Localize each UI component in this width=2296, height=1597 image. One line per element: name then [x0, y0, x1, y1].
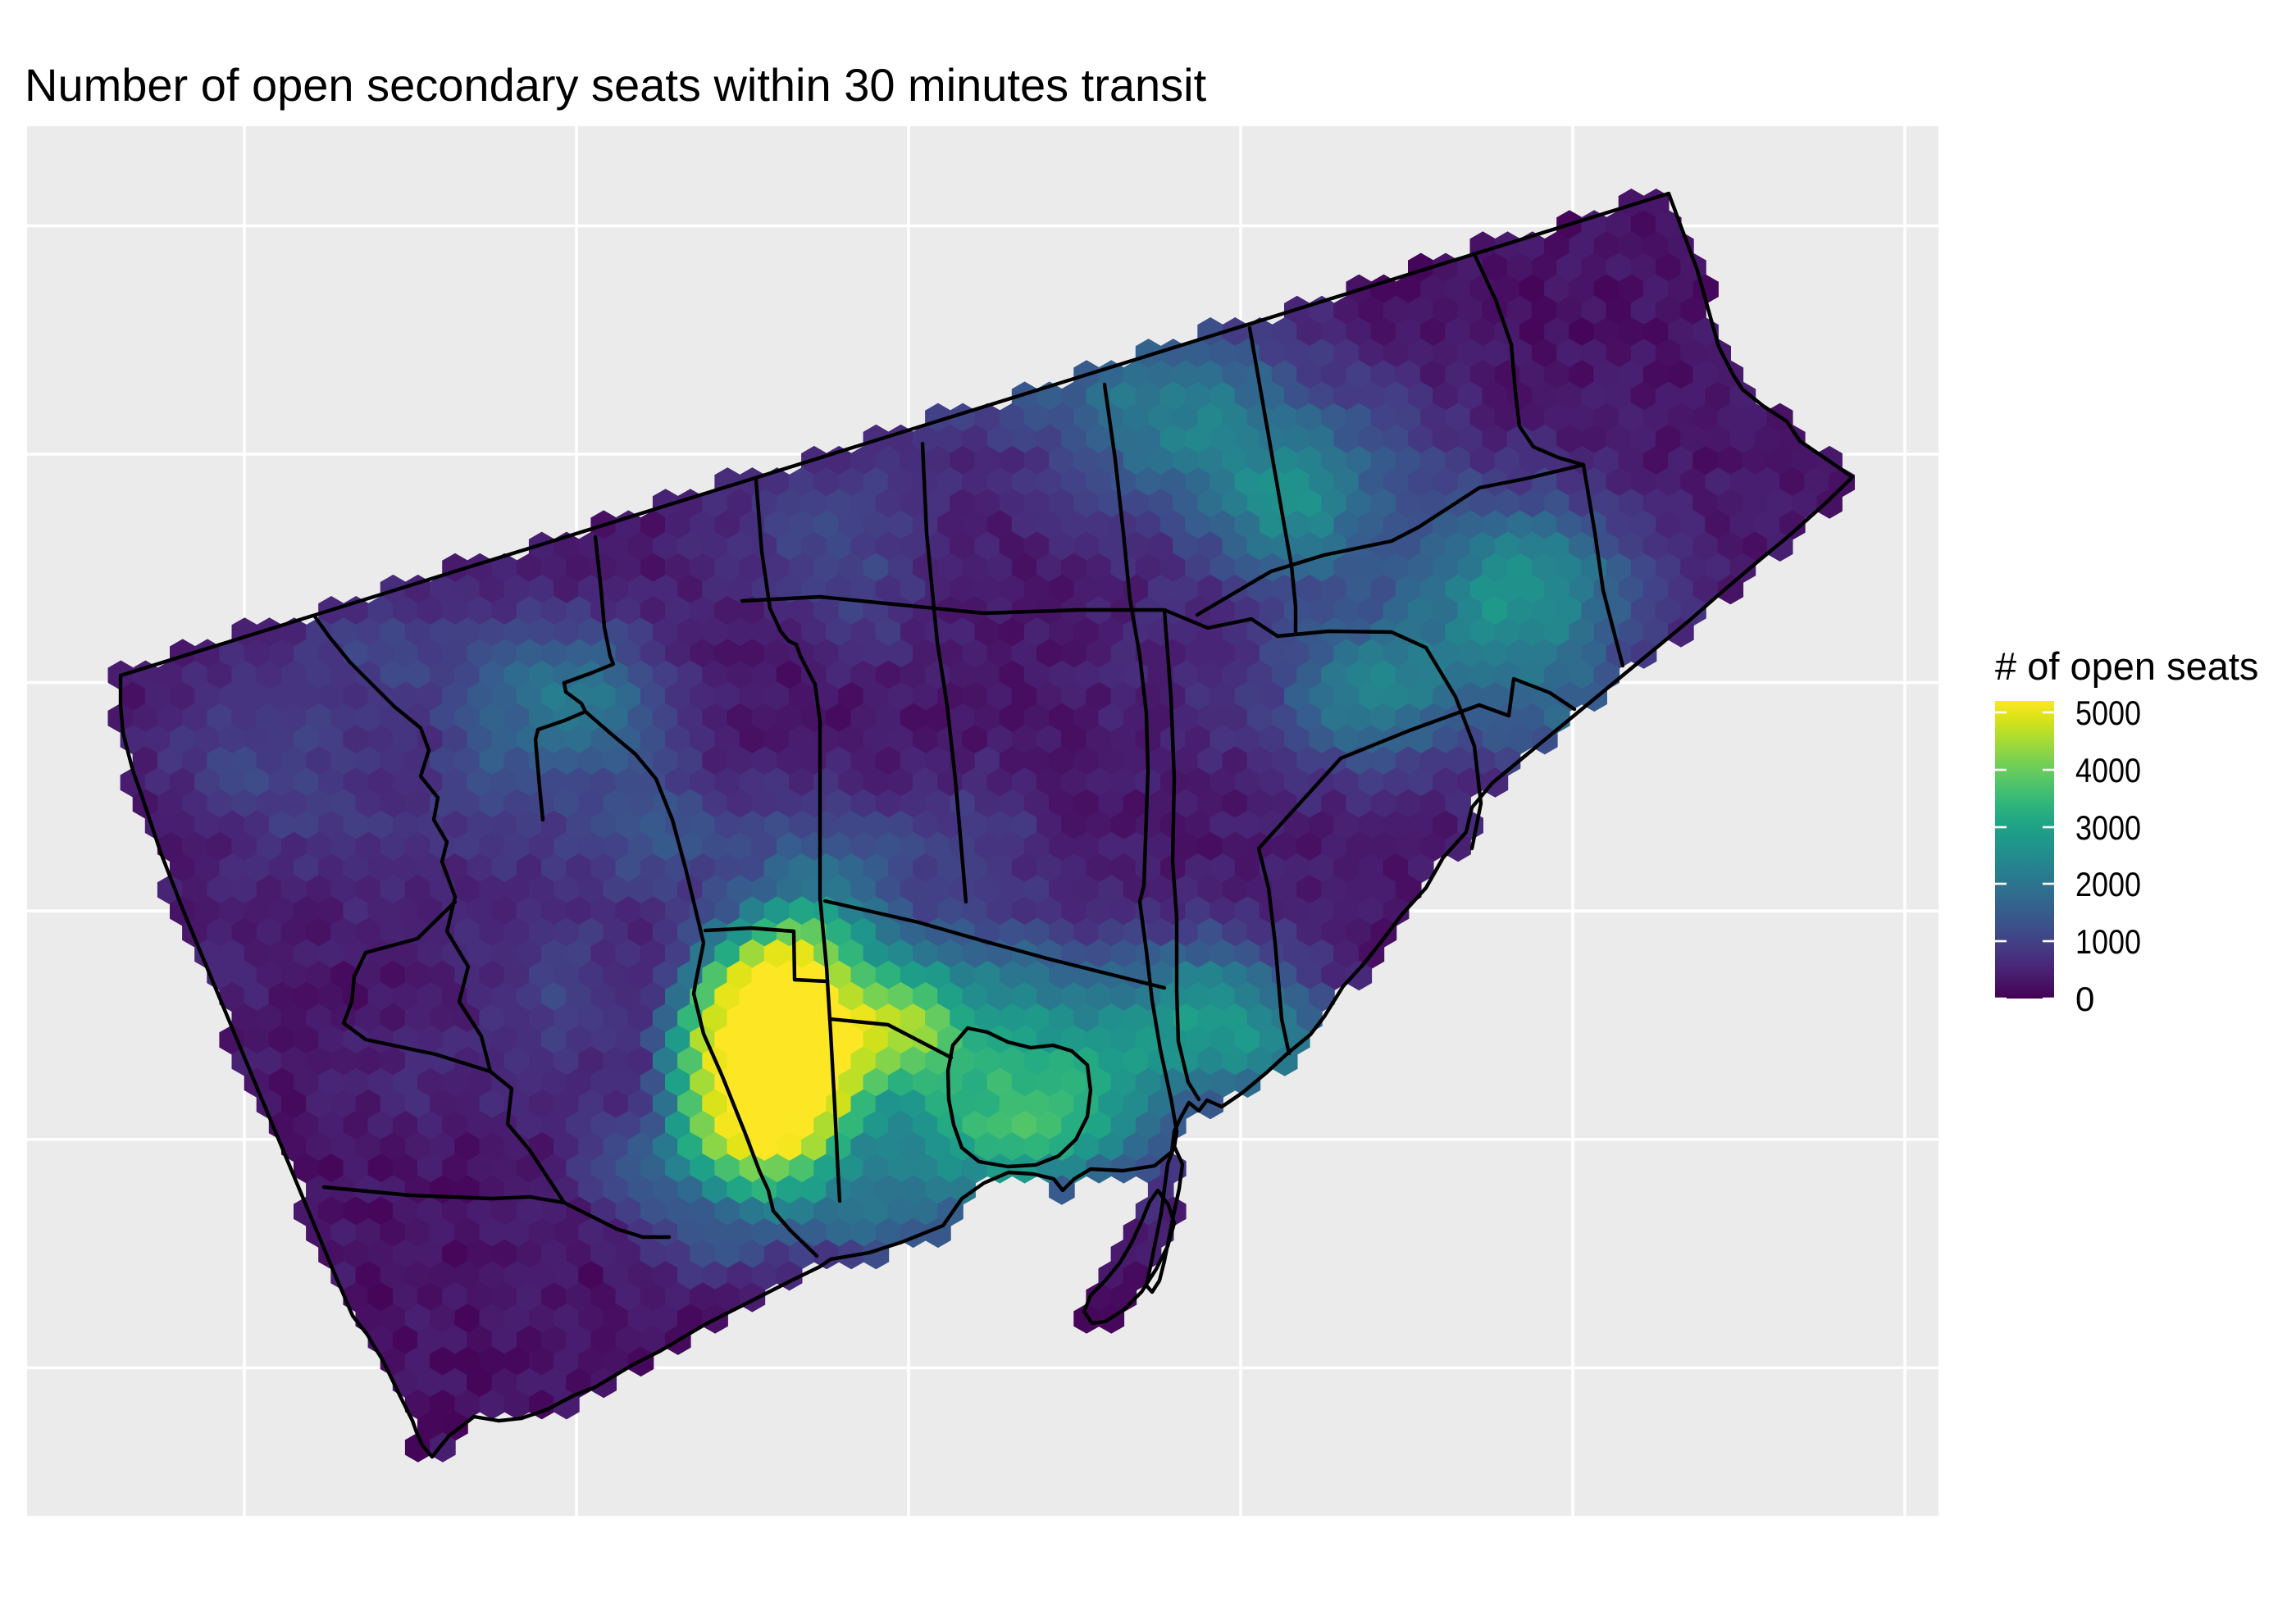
svg-text:Number of open secondary seats: Number of open secondary seats within 30… — [25, 59, 1207, 111]
svg-text:3000: 3000 — [2075, 808, 2141, 847]
svg-text:4000: 4000 — [2075, 751, 2141, 789]
svg-text:5000: 5000 — [2075, 694, 2141, 732]
svg-text:0: 0 — [2075, 980, 2094, 1018]
svg-text:# of open seats: # of open seats — [1995, 644, 2258, 688]
svg-text:2000: 2000 — [2075, 865, 2141, 903]
svg-text:1000: 1000 — [2075, 922, 2141, 961]
